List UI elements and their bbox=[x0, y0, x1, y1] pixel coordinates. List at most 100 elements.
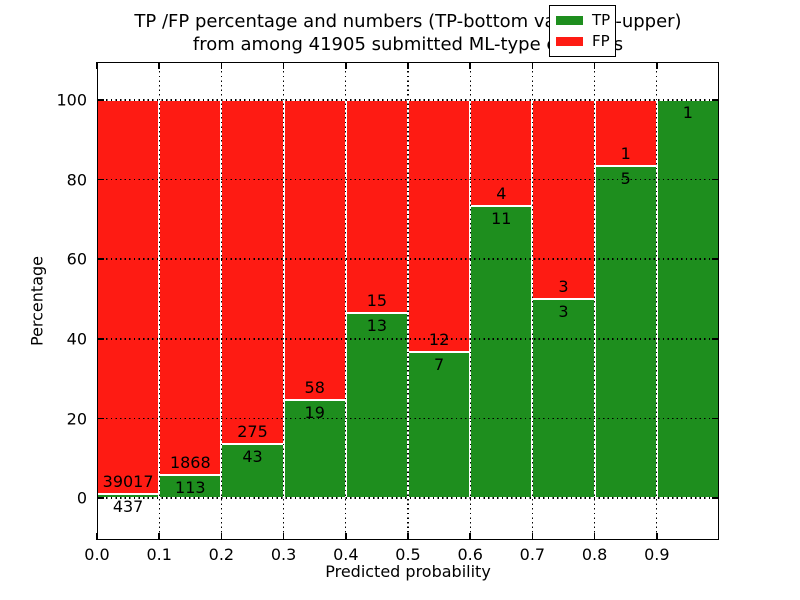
x-tick-mark-top bbox=[469, 62, 471, 69]
chart-title-line2: from among 41905 submitted ML-type conta… bbox=[192, 34, 624, 55]
tp-bar-segment bbox=[532, 299, 595, 499]
x-tick-mark-top bbox=[531, 62, 534, 69]
tp-bar-segment bbox=[470, 206, 533, 499]
legend-item-label: FP bbox=[592, 32, 610, 50]
x-tick-label: 0.3 bbox=[270, 545, 297, 564]
x-tick-mark bbox=[469, 533, 471, 540]
chart-title: TP /FP percentage and numbers (TP-bottom… bbox=[97, 10, 719, 56]
fp-count-label: 12 bbox=[428, 329, 450, 349]
tp-count-label: 3 bbox=[558, 302, 569, 321]
fp-bar-segment bbox=[345, 99, 408, 314]
tp-count-label: 43 bbox=[242, 447, 263, 467]
x-tick-mark bbox=[656, 533, 658, 540]
legend-item-tp: TP bbox=[556, 10, 611, 31]
x-tick-mark-top bbox=[96, 62, 98, 69]
fp-count-label: 1868 bbox=[169, 453, 211, 473]
y-tick-mark-right bbox=[712, 338, 719, 340]
x-tick-mark-top bbox=[282, 62, 285, 69]
y-tick-mark bbox=[97, 417, 104, 420]
x-gridline bbox=[158, 62, 160, 540]
x-tick-label: 0.5 bbox=[395, 545, 421, 564]
x-tick-label: 0.4 bbox=[333, 545, 359, 564]
x-tick-label: 0.8 bbox=[581, 545, 608, 564]
y-tick-mark bbox=[97, 99, 104, 101]
y-tick-label: 60 bbox=[66, 249, 87, 269]
tp-legend-swatch bbox=[556, 16, 583, 25]
x-tick-mark-top bbox=[345, 62, 347, 69]
x-tick-mark-top bbox=[656, 62, 658, 69]
x-tick-label: 0.0 bbox=[84, 545, 110, 564]
fp-bar-segment bbox=[594, 99, 657, 167]
chart-title-line1: TP /FP percentage and numbers (TP-bottom… bbox=[134, 11, 682, 32]
tp-count-label: 1 bbox=[682, 102, 693, 122]
fp-bar-segment bbox=[532, 99, 595, 299]
fp-bar-segment bbox=[470, 99, 533, 207]
y-gridline bbox=[97, 338, 719, 340]
x-tick-mark bbox=[282, 533, 285, 540]
x-gridline bbox=[593, 62, 596, 540]
y-gridline bbox=[97, 417, 719, 420]
fp-bar-segment bbox=[221, 99, 284, 445]
x-tick-mark-top bbox=[593, 62, 596, 69]
x-axis-label: Predicted probability bbox=[325, 562, 491, 581]
tp-count-label: 7 bbox=[434, 354, 445, 374]
x-tick-mark bbox=[96, 533, 98, 540]
tp-bar-segment bbox=[345, 313, 408, 499]
x-tick-mark-top bbox=[158, 62, 160, 69]
fp-count-label: 4 bbox=[496, 184, 507, 204]
tp-count-label: 5 bbox=[620, 169, 631, 189]
y-tick-mark bbox=[97, 338, 104, 340]
y-gridline bbox=[97, 99, 719, 101]
fp-bar-segment bbox=[408, 99, 471, 352]
tp-bar-segment bbox=[656, 99, 719, 499]
x-tick-mark bbox=[531, 533, 534, 540]
y-tick-label: 0 bbox=[76, 488, 87, 508]
x-tick-mark-top bbox=[407, 62, 409, 69]
legend: TP FP bbox=[549, 5, 616, 57]
y-tick-mark bbox=[97, 497, 104, 499]
fp-count-label: 15 bbox=[366, 291, 388, 311]
tp-count-label: 19 bbox=[304, 402, 325, 422]
y-tick-label: 100 bbox=[56, 90, 87, 110]
x-gridline bbox=[469, 62, 471, 540]
y-tick-mark-right bbox=[712, 178, 719, 181]
fp-bar-segment bbox=[97, 99, 160, 494]
fp-legend-swatch bbox=[556, 37, 583, 46]
y-tick-label: 20 bbox=[66, 409, 87, 428]
x-tick-mark bbox=[407, 533, 409, 540]
x-tick-mark bbox=[220, 533, 223, 540]
x-tick-label: 0.7 bbox=[519, 545, 546, 564]
x-tick-mark bbox=[158, 533, 160, 540]
plot-area: 39017 437 1868 113 275 43 58 19 15 13 12 7 4 11 3 3 1 5 1 0… bbox=[56, 62, 719, 564]
legend-item-fp: FP bbox=[556, 31, 610, 52]
y-tick-mark-right bbox=[712, 417, 719, 420]
y-tick-label: 40 bbox=[66, 329, 87, 349]
fp-bar-segment bbox=[283, 99, 346, 400]
tp-count-label: 437 bbox=[112, 496, 144, 516]
y-tick-mark bbox=[97, 258, 104, 260]
legend-item-label: TP bbox=[592, 11, 611, 29]
y-tick-mark-right bbox=[712, 258, 719, 260]
tp-count-label: 11 bbox=[491, 209, 512, 229]
x-gridline bbox=[656, 62, 658, 540]
x-tick-label: 0.6 bbox=[457, 545, 483, 564]
x-gridline bbox=[220, 62, 223, 540]
y-tick-label: 80 bbox=[66, 170, 87, 189]
y-gridline bbox=[97, 497, 719, 499]
x-gridline bbox=[531, 62, 534, 540]
fp-count-label: 58 bbox=[304, 377, 325, 397]
y-tick-mark-right bbox=[712, 99, 719, 101]
fp-count-label: 3 bbox=[558, 277, 569, 296]
y-axis-label: Percentage bbox=[27, 255, 47, 347]
fp-count-label: 275 bbox=[237, 422, 268, 442]
x-gridline bbox=[407, 62, 409, 540]
x-tick-label: 0.1 bbox=[146, 545, 172, 564]
fp-count-label: 1 bbox=[620, 144, 631, 164]
x-tick-mark-top bbox=[220, 62, 223, 69]
y-gridline bbox=[97, 258, 719, 260]
y-gridline bbox=[97, 178, 719, 181]
y-tick-mark-right bbox=[712, 497, 719, 499]
tp-count-label: 113 bbox=[175, 478, 206, 498]
fp-count-label: 39017 bbox=[102, 471, 154, 491]
